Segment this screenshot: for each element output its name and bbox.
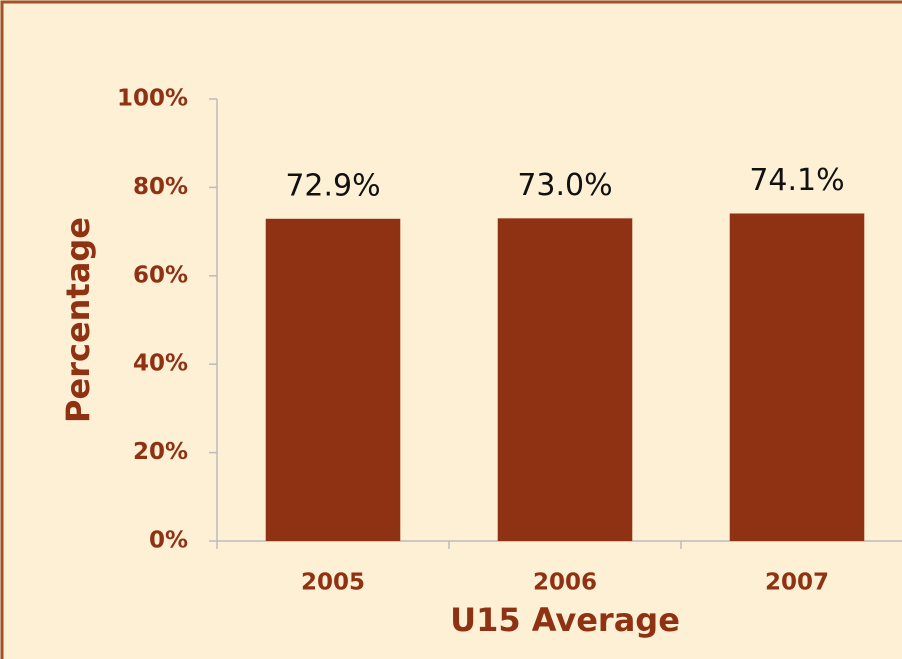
bar [497,218,633,541]
data-label: 74.1% [749,163,844,198]
data-label: 73.0% [517,168,612,203]
y-tick-label: 40% [133,351,188,377]
x-tick-label: 2005 [301,570,365,596]
x-tick-label: 2006 [533,570,597,596]
y-tick-label: 100% [117,86,188,112]
bar [265,218,401,542]
x-tick-label: 2007 [765,570,829,596]
x-axis-label: U15 Average [450,601,680,639]
y-tick-label: 80% [133,174,188,200]
y-tick-label: 20% [133,439,188,465]
y-axis-label: Percentage [59,217,97,423]
data-label: 72.9% [285,168,380,203]
y-tick-label: 0% [149,528,188,554]
bar [729,213,865,541]
y-tick-label: 60% [133,262,188,288]
